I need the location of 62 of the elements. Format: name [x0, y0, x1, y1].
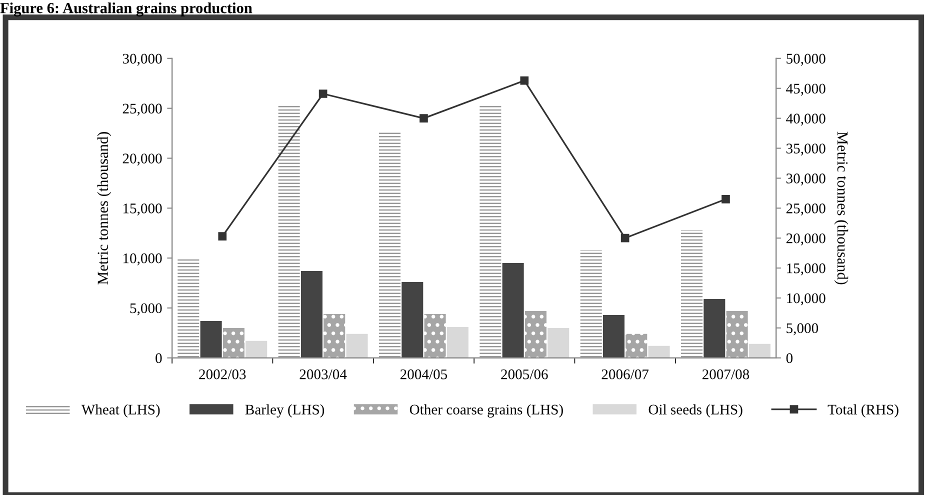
y2-tick-label: 40,000: [786, 114, 826, 126]
bar: [602, 314, 624, 358]
x-tick-label: 2003/04: [300, 369, 347, 380]
legend-label: Barley (LHS): [245, 404, 324, 418]
y-tick-label: 25,000: [122, 104, 162, 116]
bar: [178, 259, 200, 358]
bar: [502, 263, 524, 358]
y2-tick-label: 0: [786, 353, 793, 364]
x-tick-label: 2005/06: [501, 369, 548, 380]
bar: [424, 314, 446, 358]
point: [318, 90, 328, 98]
y-tick-label: 30,000: [122, 54, 162, 66]
bar: [480, 104, 502, 358]
x-tick-label: 2002/03: [199, 369, 246, 380]
bar: [346, 334, 368, 358]
y-tick-label: 20,000: [122, 154, 162, 166]
point: [520, 76, 529, 85]
point: [420, 114, 428, 122]
bar: [726, 310, 748, 358]
y2-tick-label: 45,000: [786, 84, 826, 96]
bar: [648, 346, 670, 358]
bar: [402, 282, 424, 358]
bar: [681, 230, 703, 358]
chart-title: Figure 6: Australian grains production: [0, 2, 252, 16]
y-tick-label: 15,000: [124, 204, 162, 216]
y2-tick-label: 5,000: [786, 323, 818, 336]
legend-label: Other coarse grains (LHS): [410, 404, 563, 418]
point: [620, 234, 630, 242]
bar: [704, 298, 726, 358]
bar: [200, 320, 222, 358]
y-tick-label: 0: [156, 353, 162, 364]
y2-tick-label: 30,000: [786, 174, 826, 186]
y2-tick-label: 15,000: [787, 263, 826, 276]
bar: [378, 132, 401, 358]
y-tick-label: 5,000: [130, 303, 162, 316]
bar: [300, 271, 322, 358]
y2-tick-label: 50,000: [786, 54, 826, 66]
bar: [748, 344, 770, 358]
bar: [580, 250, 602, 358]
y2-axis-title: Metric tonnes (thousand): [834, 132, 848, 284]
y2-tick-label: 10,000: [787, 293, 826, 306]
y-tick-label: 10,000: [124, 253, 162, 266]
x-tick-label: 2007/08: [702, 369, 750, 380]
bar: [524, 310, 546, 358]
point: [722, 194, 730, 204]
legend-label: Wheat (LHS): [81, 404, 160, 418]
bar: [222, 328, 244, 358]
x-tick-label: 2006/07: [602, 369, 649, 380]
y2-tick-label: 35,000: [786, 144, 826, 156]
y-axis-title: Metric tonnes (thousand): [97, 132, 112, 285]
y2-tick-label: 20,000: [786, 233, 826, 246]
bar: [246, 340, 268, 358]
bar: [324, 314, 346, 358]
legend-label: Total (RHS): [828, 404, 898, 418]
legend-label: Oil seeds (LHS): [648, 404, 742, 418]
x-tick-label: 2004/05: [400, 369, 448, 380]
y2-tick-label: 25,000: [786, 204, 826, 216]
bar: [548, 328, 570, 358]
bar: [278, 104, 300, 358]
point: [218, 232, 227, 240]
bar: [626, 334, 648, 358]
bar: [446, 326, 468, 358]
